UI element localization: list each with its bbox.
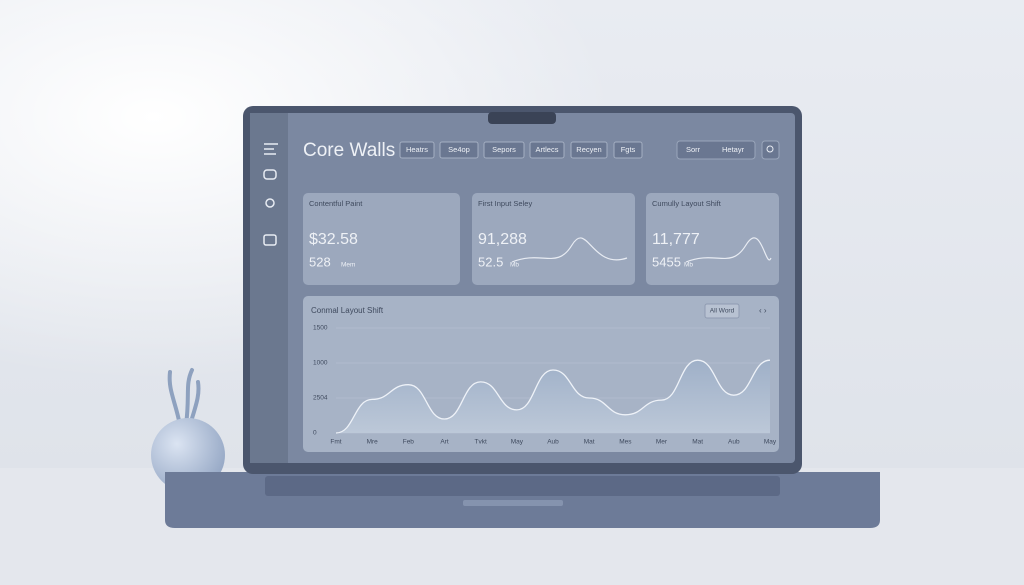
x-tick-label: Mes [619, 439, 632, 446]
sparkline [685, 237, 772, 263]
nav-label: Recyen [576, 145, 601, 154]
area [336, 360, 770, 433]
action-label[interactable]: Hetayr [722, 145, 745, 154]
metric-card [646, 193, 779, 285]
card-value: 91,288 [478, 231, 527, 248]
x-tick-label: May [511, 439, 524, 446]
y-tick-label: 2504 [313, 395, 328, 402]
sparkline [511, 237, 628, 263]
nav-button[interactable] [570, 141, 608, 159]
sidebar-icons [263, 143, 278, 246]
card-sub: 52.5 [478, 254, 503, 269]
y-tick-label: 1500 [313, 325, 328, 332]
y-tick-label: 0 [313, 430, 317, 437]
search-button[interactable] [761, 140, 780, 160]
keyboard [265, 476, 780, 496]
card-unit: Mem [341, 262, 355, 269]
app-title: Core Walls [303, 140, 395, 161]
trackpad [463, 500, 563, 506]
nav-button[interactable] [483, 141, 525, 159]
x-tick-label: Mat [584, 439, 595, 446]
nav-button[interactable] [613, 141, 643, 159]
notch [488, 112, 556, 124]
nav-label: Sepors [492, 145, 516, 154]
nav-label: Se4op [448, 145, 470, 154]
x-tick-label: Tvkt [475, 439, 487, 446]
x-tick-label: Feb [403, 439, 415, 446]
x-tick-label: Aub [728, 439, 740, 446]
nav-button[interactable] [439, 141, 479, 159]
nav-button[interactable] [399, 141, 435, 159]
search-icon [766, 145, 774, 153]
card-value: $32.58 [309, 231, 358, 248]
action-label[interactable]: Sorr [686, 145, 701, 154]
x-tick-label: Fmt [330, 439, 341, 446]
card-unit: Mb [684, 262, 693, 269]
card-value: 11,777 [652, 231, 700, 248]
x-tick-label: May [764, 439, 777, 446]
x-tick-label: Mat [692, 439, 703, 446]
card-unit: Mb [510, 262, 519, 269]
card-title: Cumully Layout Shift [652, 199, 722, 208]
sidebar [250, 113, 288, 463]
chart-title: Conmal Layout Shift [311, 306, 384, 315]
x-tick-label: Art [440, 439, 449, 446]
nav-label: Artlecs [536, 145, 559, 154]
card-title: First Input Seley [478, 199, 532, 208]
card-sub: 5455 [652, 254, 681, 269]
nav-label: Fgts [621, 145, 636, 154]
action-group[interactable] [676, 140, 756, 160]
metric-card [303, 193, 460, 285]
nav-label: Heatrs [406, 145, 428, 154]
nav-button[interactable] [529, 141, 565, 159]
card-title: Contentful Paint [309, 199, 363, 208]
x-tick-label: Mer [656, 439, 668, 446]
pager[interactable]: ‹ › [759, 306, 767, 315]
x-tick-label: Mre [367, 439, 379, 446]
range-button[interactable] [704, 303, 740, 319]
area-line [335, 359, 771, 434]
card-sub: 528 [309, 254, 331, 269]
x-tick-label: Aub [547, 439, 559, 446]
y-tick-label: 1000 [313, 360, 328, 367]
range-button-label: All Word [710, 308, 735, 315]
